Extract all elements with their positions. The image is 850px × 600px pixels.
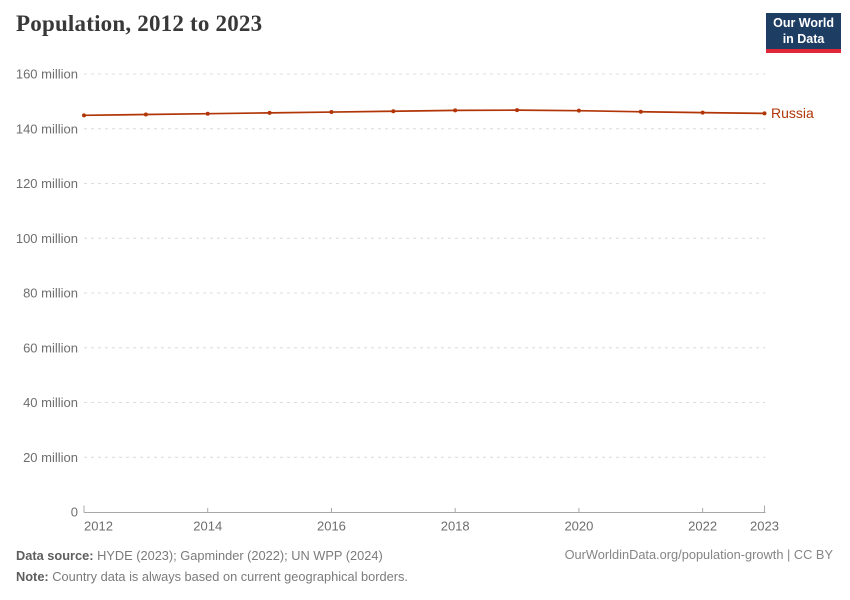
data-point[interactable] [143,112,148,117]
data-point[interactable] [762,111,767,116]
y-axis-tick-label: 0 [71,505,78,520]
note-text: Country data is always based on current … [48,568,408,584]
x-axis-tick-label: 2016 [317,519,346,534]
x-axis-tick-label: 2023 [750,519,779,534]
series-line-russia[interactable] [83,109,766,117]
note-line: Note: Country data is always based on cu… [16,567,408,588]
data-point[interactable] [453,108,458,113]
x-axis-tick-label: 2020 [564,519,593,534]
data-point[interactable] [267,110,272,115]
y-axis-tick-label: 20 million [23,450,78,465]
owid-logo[interactable]: Our World in Data [766,13,841,53]
y-axis-tick-label: 60 million [23,340,78,355]
x-axis-tick-label: 2018 [441,519,470,534]
data-point[interactable] [638,109,643,114]
y-axis-tick-label: 120 million [16,176,78,191]
data-point[interactable] [205,111,210,116]
y-axis-tick-label: 140 million [16,121,78,136]
owid-logo-text-line1: Our World [773,16,834,30]
data-source-label: Data source: [16,548,94,563]
x-axis-tick-label: 2022 [688,519,717,534]
data-point[interactable] [329,110,334,115]
data-point[interactable] [82,113,86,118]
series-label[interactable]: Russia [771,105,814,121]
data-source-text: HYDE (2023); Gapminder (2022); UN WPP (2… [93,548,383,563]
x-axis-tick-label: 2012 [84,519,113,534]
data-point[interactable] [576,108,581,113]
x-axis-tick-label: 2014 [193,519,222,534]
y-axis-tick-label: 40 million [23,395,78,410]
data-point[interactable] [515,108,520,113]
data-source-line: Data source: HYDE (2023); Gapminder (202… [16,546,408,567]
chart-footer: Data source: HYDE (2023); Gapminder (202… [16,546,408,587]
data-point[interactable] [391,109,396,114]
y-axis-tick-label: 100 million [16,231,78,246]
data-point[interactable] [700,110,705,115]
y-axis-tick-label: 80 million [23,286,78,301]
chart-title: Population, 2012 to 2023 [16,11,263,36]
note-label: Note: [16,568,49,584]
owid-logo-text-line2: in Data [782,31,825,46]
owid-attribution-link[interactable]: OurWorldinData.org/population-growth | C… [564,547,833,562]
y-axis-tick-label: 160 million [16,67,78,82]
